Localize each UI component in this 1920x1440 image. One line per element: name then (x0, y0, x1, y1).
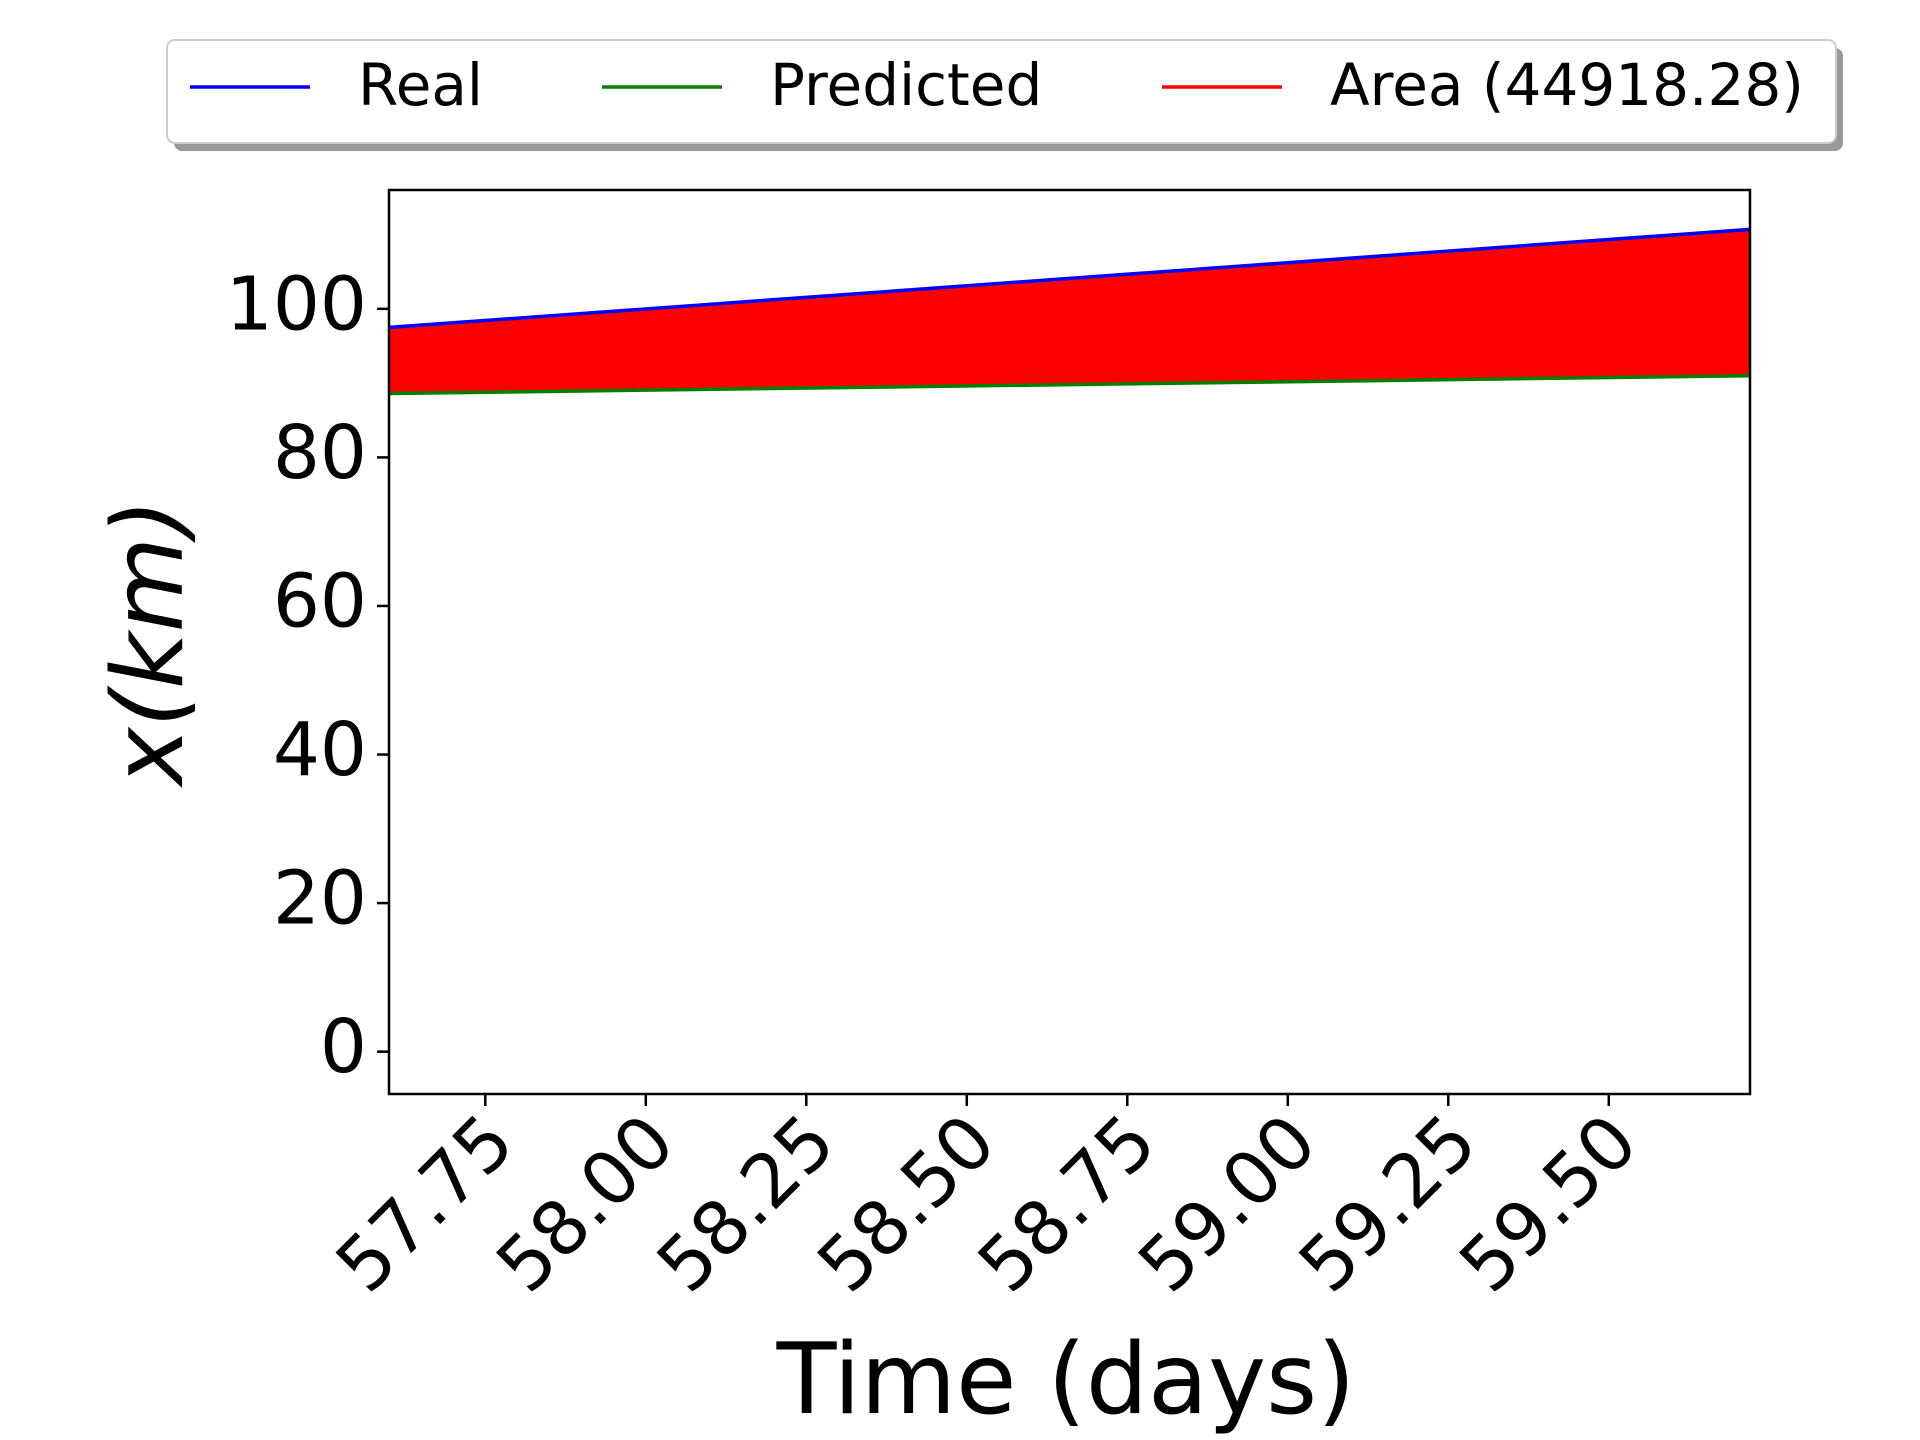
plot-frame (387, 188, 1752, 1096)
legend-label: Predicted (770, 51, 1042, 119)
x-tick-label: 59.25 (1283, 1098, 1494, 1309)
y-tick-label: 60 (273, 558, 367, 644)
x-tick-label: 59.00 (1122, 1098, 1333, 1309)
x-tick-label: 58.50 (801, 1098, 1012, 1309)
x-tick-label: 57.75 (320, 1098, 531, 1309)
y-tick-label: 100 (226, 261, 367, 347)
x-tick-label: 58.25 (641, 1098, 852, 1309)
legend-label: Area (44918.28) (1330, 51, 1804, 119)
legend-label: Real (358, 51, 483, 119)
x-tick-label: 59.50 (1443, 1098, 1654, 1309)
y-tick-label: 80 (273, 410, 367, 496)
y-axis-label: x(km) (92, 499, 206, 789)
legend (166, 39, 1837, 144)
y-tick-label: 20 (273, 856, 367, 942)
fill-area (389, 229, 1750, 394)
x-tick-label: 58.00 (480, 1098, 691, 1309)
y-tick-label: 0 (320, 1004, 367, 1090)
x-axis-label: Time (days) (776, 1323, 1356, 1437)
y-tick-label: 40 (273, 707, 367, 793)
line (388, 373, 1751, 396)
line (388, 227, 1751, 330)
x-tick-label: 58.75 (962, 1098, 1173, 1309)
